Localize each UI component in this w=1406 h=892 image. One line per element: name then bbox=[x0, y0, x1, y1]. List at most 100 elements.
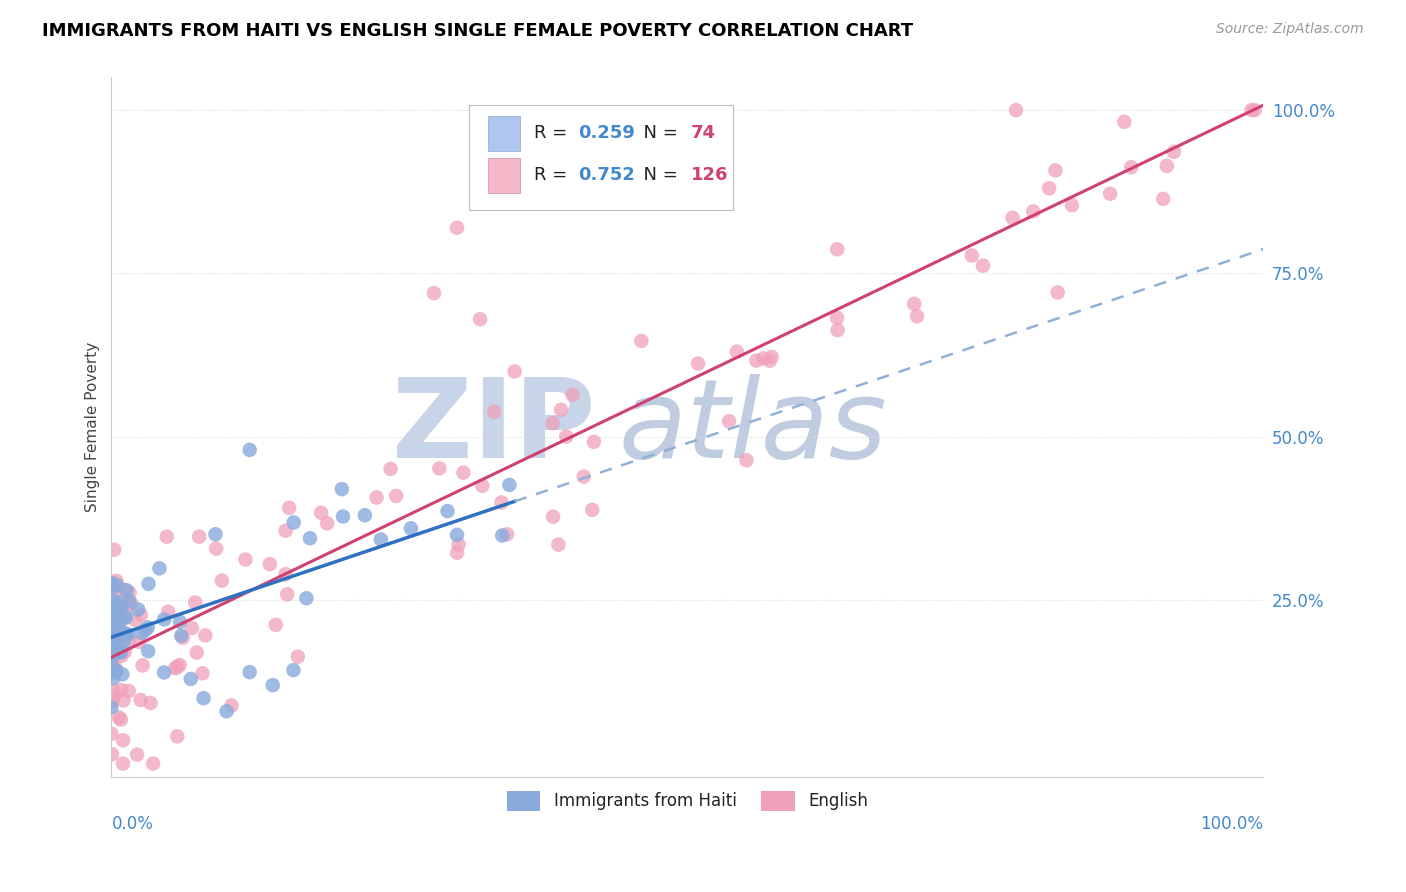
Point bbox=[630, 334, 652, 348]
Point bbox=[1114, 115, 1136, 129]
FancyBboxPatch shape bbox=[468, 105, 734, 211]
Point bbox=[156, 530, 179, 544]
Point bbox=[105, 574, 128, 588]
Point bbox=[124, 613, 146, 627]
Point bbox=[503, 364, 526, 378]
Point bbox=[309, 506, 332, 520]
Point bbox=[332, 509, 354, 524]
Point bbox=[725, 344, 748, 359]
Point bbox=[447, 537, 470, 551]
Point bbox=[104, 587, 127, 601]
Point bbox=[114, 610, 136, 624]
Point bbox=[1045, 163, 1067, 178]
Point bbox=[259, 557, 281, 571]
Point bbox=[169, 615, 191, 629]
Point bbox=[101, 593, 124, 607]
Point bbox=[101, 632, 124, 647]
Point bbox=[330, 482, 353, 496]
Point bbox=[1005, 103, 1028, 117]
Point bbox=[101, 636, 124, 650]
Point bbox=[127, 602, 149, 616]
Bar bbox=[488, 116, 520, 151]
Point bbox=[111, 667, 134, 681]
Point bbox=[165, 661, 187, 675]
Point bbox=[181, 621, 204, 635]
Point bbox=[561, 388, 583, 402]
Point bbox=[142, 756, 165, 771]
Point bbox=[101, 694, 124, 708]
Point bbox=[115, 626, 138, 640]
Point bbox=[581, 503, 603, 517]
Point bbox=[274, 524, 297, 538]
Point bbox=[194, 628, 217, 642]
Point bbox=[276, 587, 298, 601]
Point bbox=[1099, 186, 1122, 201]
Y-axis label: Single Female Poverty: Single Female Poverty bbox=[86, 342, 100, 512]
Point bbox=[153, 665, 176, 680]
Point bbox=[972, 259, 994, 273]
Point bbox=[215, 704, 238, 718]
Point bbox=[115, 597, 138, 611]
Point bbox=[221, 698, 243, 713]
Point bbox=[316, 516, 339, 531]
Legend: Immigrants from Haiti, English: Immigrants from Haiti, English bbox=[501, 785, 875, 817]
Point bbox=[184, 595, 207, 609]
Point bbox=[482, 405, 505, 419]
Point bbox=[104, 630, 127, 644]
Point bbox=[100, 643, 122, 657]
Point bbox=[491, 528, 513, 542]
Point bbox=[1121, 160, 1143, 174]
Point bbox=[274, 567, 297, 582]
Point bbox=[100, 634, 122, 648]
Point bbox=[129, 607, 152, 622]
Point bbox=[264, 617, 287, 632]
Point bbox=[686, 357, 709, 371]
Point bbox=[101, 581, 124, 595]
Point bbox=[108, 644, 131, 658]
Point bbox=[366, 491, 388, 505]
Point bbox=[100, 700, 122, 714]
Point bbox=[131, 626, 153, 640]
Point bbox=[752, 351, 775, 366]
Point bbox=[101, 653, 124, 667]
Text: IMMIGRANTS FROM HAITI VS ENGLISH SINGLE FEMALE POVERTY CORRELATION CHART: IMMIGRANTS FROM HAITI VS ENGLISH SINGLE … bbox=[42, 22, 914, 40]
Point bbox=[112, 733, 135, 747]
Point bbox=[110, 713, 132, 727]
Point bbox=[825, 242, 848, 256]
Point bbox=[100, 633, 122, 648]
Point bbox=[100, 727, 122, 741]
Point bbox=[1243, 103, 1265, 117]
Point bbox=[104, 624, 127, 638]
Point bbox=[103, 690, 125, 704]
Point bbox=[157, 605, 180, 619]
Point bbox=[138, 576, 160, 591]
Point bbox=[1156, 159, 1178, 173]
Point bbox=[1163, 145, 1185, 159]
Point bbox=[153, 612, 176, 626]
Point bbox=[353, 508, 375, 523]
Point bbox=[827, 323, 849, 337]
Point bbox=[110, 646, 132, 660]
Point bbox=[103, 542, 125, 557]
Point bbox=[136, 620, 159, 634]
Point bbox=[107, 622, 129, 636]
Point bbox=[105, 578, 128, 592]
Point bbox=[759, 353, 782, 368]
Point bbox=[370, 533, 392, 547]
Point bbox=[101, 648, 124, 663]
Point bbox=[582, 434, 605, 449]
Text: atlas: atlas bbox=[619, 374, 887, 481]
Point bbox=[180, 672, 202, 686]
Point bbox=[541, 416, 564, 430]
Text: R =: R = bbox=[534, 124, 574, 143]
Point bbox=[100, 601, 122, 615]
Point bbox=[1060, 198, 1083, 212]
Point bbox=[446, 528, 468, 542]
Point bbox=[118, 594, 141, 608]
Point bbox=[239, 665, 262, 679]
Point bbox=[104, 665, 127, 680]
Point bbox=[1240, 103, 1263, 117]
Point bbox=[100, 598, 122, 612]
Point bbox=[134, 624, 156, 638]
Point bbox=[118, 684, 141, 698]
